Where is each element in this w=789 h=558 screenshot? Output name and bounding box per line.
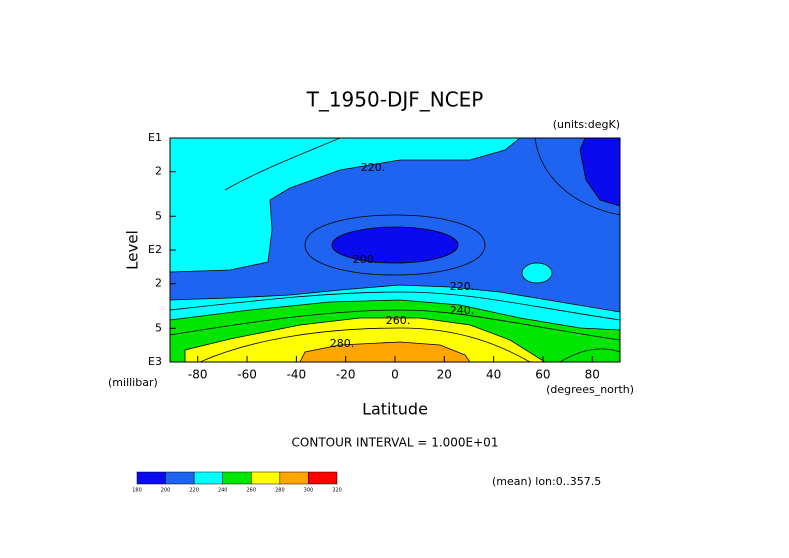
contour-line bbox=[199, 327, 531, 362]
y-tick-label: 5 bbox=[155, 209, 162, 222]
contour-band bbox=[299, 341, 471, 362]
colorbar-label: 220 bbox=[189, 488, 199, 494]
contour-label: 280. bbox=[330, 337, 355, 350]
colorbar-label: 300 bbox=[304, 488, 314, 494]
y-tick-label: 2 bbox=[155, 165, 162, 178]
contour-label: 220. bbox=[361, 161, 386, 174]
contour-band bbox=[170, 138, 620, 313]
colorbar-box bbox=[165, 471, 195, 485]
contour-line bbox=[170, 309, 620, 341]
contour-line bbox=[559, 348, 620, 362]
colorbar-label: 260 bbox=[247, 488, 257, 494]
contour-band bbox=[579, 138, 620, 207]
y-tick-label: E1 bbox=[148, 131, 162, 144]
contour-label: 260. bbox=[386, 314, 411, 327]
field bbox=[170, 138, 620, 362]
contour-line bbox=[170, 291, 620, 321]
y-tick-label: 2 bbox=[155, 277, 162, 290]
footnote: (mean) lon:0..357.5 bbox=[492, 475, 601, 488]
colorbar-label: 200 bbox=[161, 488, 171, 494]
x-axis-title: Latitude bbox=[362, 400, 428, 419]
y-axis-title: Level bbox=[124, 230, 142, 270]
colorbar-box bbox=[136, 471, 166, 485]
colorbar-label: 240 bbox=[218, 488, 228, 494]
chart-title: T_1950-DJF_NCEP bbox=[306, 88, 484, 112]
colorbar-label: 180 bbox=[132, 488, 142, 494]
x-tick-label: 60 bbox=[535, 368, 550, 382]
x-tick-label: 40 bbox=[486, 368, 501, 382]
x-tick-label: -80 bbox=[188, 368, 208, 382]
colorbar-box bbox=[279, 471, 309, 485]
contour-band bbox=[521, 262, 553, 284]
contour-line bbox=[534, 138, 620, 216]
contour-label: 220. bbox=[450, 280, 475, 293]
colorbar-box bbox=[308, 471, 338, 485]
contour-interval: CONTOUR INTERVAL = 1.000E+01 bbox=[292, 436, 499, 450]
contour-label: 200. bbox=[353, 253, 378, 266]
y-tick-label: E2 bbox=[148, 243, 162, 256]
colorbar-label: 280 bbox=[275, 488, 285, 494]
contour-band bbox=[331, 226, 459, 264]
x-tick-label: 0 bbox=[391, 368, 399, 382]
contour-line bbox=[304, 214, 486, 276]
x-tick-label: -60 bbox=[237, 368, 257, 382]
contour-label: 240. bbox=[450, 304, 475, 317]
x-tick-label: 20 bbox=[437, 368, 452, 382]
colorbar-box bbox=[222, 471, 252, 485]
colorbar-label: 320 bbox=[332, 488, 342, 494]
y-tick-label: 5 bbox=[155, 321, 162, 334]
units: (units:degK) bbox=[553, 118, 620, 131]
contour-line bbox=[224, 138, 341, 191]
colorbar-box bbox=[251, 471, 281, 485]
y-units: (millibar) bbox=[108, 376, 158, 389]
x-tick-label: 80 bbox=[585, 368, 600, 382]
colorbar-box bbox=[193, 471, 223, 485]
x-units: (degrees_north) bbox=[546, 383, 634, 396]
x-tick-label: -40 bbox=[287, 368, 307, 382]
x-tick-label: -20 bbox=[336, 368, 356, 382]
y-tick-label: E3 bbox=[148, 355, 162, 368]
